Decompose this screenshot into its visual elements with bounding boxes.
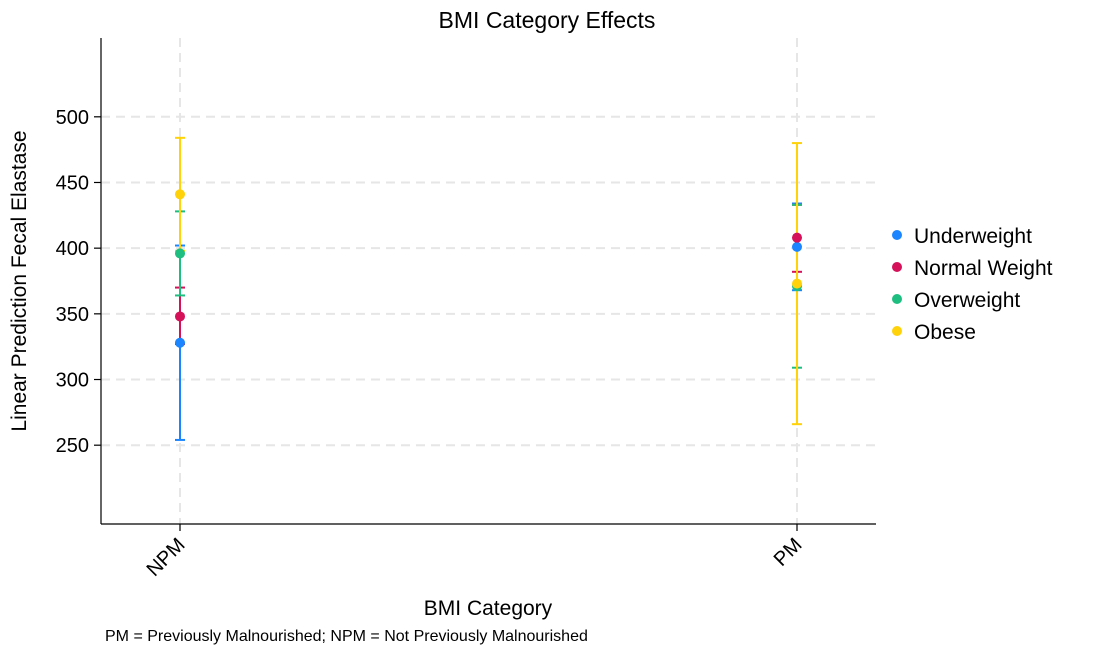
legend-marker xyxy=(892,262,902,272)
data-point xyxy=(175,248,185,259)
legend-label: Underweight xyxy=(914,225,1032,248)
y-tick-label: 400 xyxy=(56,238,89,260)
data-point xyxy=(175,337,185,348)
legend-label: Obese xyxy=(914,321,976,344)
y-tick-label: 350 xyxy=(56,304,89,326)
y-axis-label: Linear Prediction Fecal Elastase xyxy=(8,130,31,431)
legend-label: Normal Weight xyxy=(914,257,1053,280)
legend-label: Overweight xyxy=(914,289,1020,312)
legend-marker xyxy=(892,230,902,240)
data-point xyxy=(792,278,802,289)
y-axis: 250 300 350 400 450 500 xyxy=(56,38,102,524)
legend-marker xyxy=(892,326,902,336)
y-tick-label: 500 xyxy=(56,107,89,129)
data-point xyxy=(175,189,185,200)
legend: Underweight Normal Weight Overweight Obese xyxy=(892,225,1053,344)
chart-title: BMI Category Effects xyxy=(439,7,656,33)
data-point xyxy=(792,241,802,252)
data-point xyxy=(175,311,185,322)
chart-marks xyxy=(175,136,802,441)
x-axis-label: BMI Category xyxy=(424,597,553,620)
footnote: PM = Previously Malnourished; NPM = Not … xyxy=(105,628,588,645)
y-tick-label: 250 xyxy=(56,435,89,457)
x-tick-label: PM xyxy=(770,534,807,571)
legend-marker xyxy=(892,294,902,304)
x-tick-label: NPM xyxy=(143,534,190,581)
y-tick-label: 300 xyxy=(56,370,89,392)
grid xyxy=(101,38,876,524)
y-tick-label: 450 xyxy=(56,172,89,194)
data-point xyxy=(792,232,802,243)
x-axis: NPM PM xyxy=(101,523,876,581)
